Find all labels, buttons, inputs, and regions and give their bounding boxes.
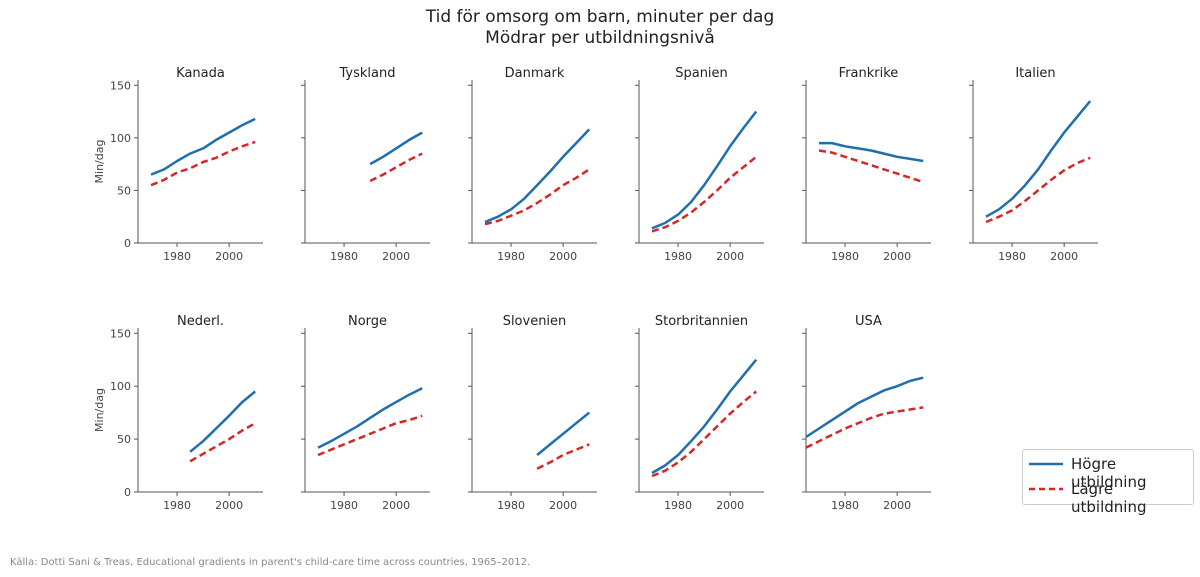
source-note: Källa: Dotti Sani & Treas, Educational g… bbox=[10, 557, 531, 568]
series-high-slovenien bbox=[536, 411, 590, 456]
x-tick-label: 1980 bbox=[664, 499, 692, 512]
panel-title-kanada: Kanada bbox=[176, 66, 225, 81]
series-low-kanada bbox=[150, 140, 256, 187]
panel-title-slovenien: Slovenien bbox=[503, 314, 567, 329]
series-low-storbritannien bbox=[651, 390, 757, 478]
series-high-kanada bbox=[150, 117, 256, 176]
x-tick-label: 1980 bbox=[163, 250, 191, 263]
y-axis-label: Min/dag bbox=[93, 140, 106, 184]
series-high-usa bbox=[805, 376, 924, 439]
series-low-usa bbox=[805, 406, 924, 449]
y-tick-label: 0 bbox=[124, 237, 131, 250]
y-tick-label: 0 bbox=[124, 486, 131, 499]
series-low-spanien bbox=[651, 155, 757, 233]
series-high-frankrike bbox=[819, 141, 924, 163]
x-tick-label: 1980 bbox=[163, 499, 191, 512]
y-tick-label: 150 bbox=[110, 79, 131, 92]
x-tick-label: 2000 bbox=[883, 499, 911, 512]
series-high-tyskland bbox=[369, 131, 423, 166]
series-low-norge bbox=[317, 414, 423, 457]
legend-swatch-high bbox=[1029, 462, 1063, 466]
x-tick-label: 2000 bbox=[382, 250, 410, 263]
series-high-storbritannien bbox=[651, 358, 758, 475]
panel-title-tyskland: Tyskland bbox=[339, 66, 396, 81]
x-tick-label: 2000 bbox=[549, 250, 577, 263]
y-tick-label: 50 bbox=[117, 433, 131, 446]
series-low-danmark bbox=[484, 168, 590, 226]
series-low-frankrike bbox=[818, 149, 924, 184]
x-tick-label: 1980 bbox=[831, 499, 859, 512]
x-tick-label: 1980 bbox=[831, 250, 859, 263]
x-tick-label: 1980 bbox=[497, 499, 525, 512]
panel-title-nederl-: Nederl. bbox=[177, 314, 224, 329]
x-tick-label: 2000 bbox=[215, 499, 243, 512]
panel-title-italien: Italien bbox=[1015, 66, 1055, 81]
x-tick-label: 2000 bbox=[883, 250, 911, 263]
chart-subtitle: Mödrar per utbildningsnivå bbox=[485, 28, 715, 48]
legend-swatch-low bbox=[1029, 487, 1063, 491]
panel-title-usa: USA bbox=[855, 314, 882, 329]
y-tick-label: 50 bbox=[117, 184, 131, 197]
x-tick-label: 1980 bbox=[330, 499, 358, 512]
panel-title-spanien: Spanien bbox=[675, 66, 728, 81]
series-high-norge bbox=[317, 387, 423, 449]
x-tick-label: 1980 bbox=[330, 250, 358, 263]
x-tick-label: 1980 bbox=[497, 250, 525, 263]
legend-item-high: Högre utbildning bbox=[1023, 453, 1193, 491]
series-high-nederl- bbox=[189, 390, 256, 453]
y-axis-label: Min/dag bbox=[93, 388, 106, 432]
series-low-slovenien bbox=[536, 443, 590, 470]
chart-title: Tid för omsorg om barn, minuter per dag bbox=[425, 7, 775, 27]
x-tick-label: 1980 bbox=[998, 250, 1026, 263]
x-tick-label: 2000 bbox=[382, 499, 410, 512]
panel-title-norge: Norge bbox=[348, 314, 387, 329]
x-tick-label: 2000 bbox=[716, 499, 744, 512]
panel-title-frankrike: Frankrike bbox=[839, 66, 899, 81]
x-tick-label: 1980 bbox=[664, 250, 692, 263]
panel-title-danmark: Danmark bbox=[505, 66, 565, 81]
legend: Högre utbildning Lägre utbildning bbox=[1022, 449, 1194, 516]
series-low-italien bbox=[985, 156, 1091, 224]
series-high-italien bbox=[985, 100, 1092, 218]
legend-item-low: Lägre utbildning bbox=[1023, 478, 1193, 516]
x-tick-label: 2000 bbox=[716, 250, 744, 263]
panel-title-storbritannien: Storbritannien bbox=[655, 314, 748, 329]
series-low-tyskland bbox=[369, 152, 423, 183]
x-tick-label: 2000 bbox=[549, 499, 577, 512]
y-tick-label: 150 bbox=[110, 327, 131, 340]
x-tick-label: 2000 bbox=[215, 250, 243, 263]
series-high-danmark bbox=[484, 128, 591, 224]
legend-label-high: Högre utbildning bbox=[1071, 455, 1147, 491]
y-tick-label: 100 bbox=[110, 380, 131, 393]
y-tick-label: 100 bbox=[110, 132, 131, 145]
x-tick-label: 2000 bbox=[1050, 250, 1078, 263]
series-low-nederl- bbox=[189, 422, 256, 463]
series-high-spanien bbox=[651, 110, 758, 230]
legend-label-low: Lägre utbildning bbox=[1071, 480, 1147, 516]
